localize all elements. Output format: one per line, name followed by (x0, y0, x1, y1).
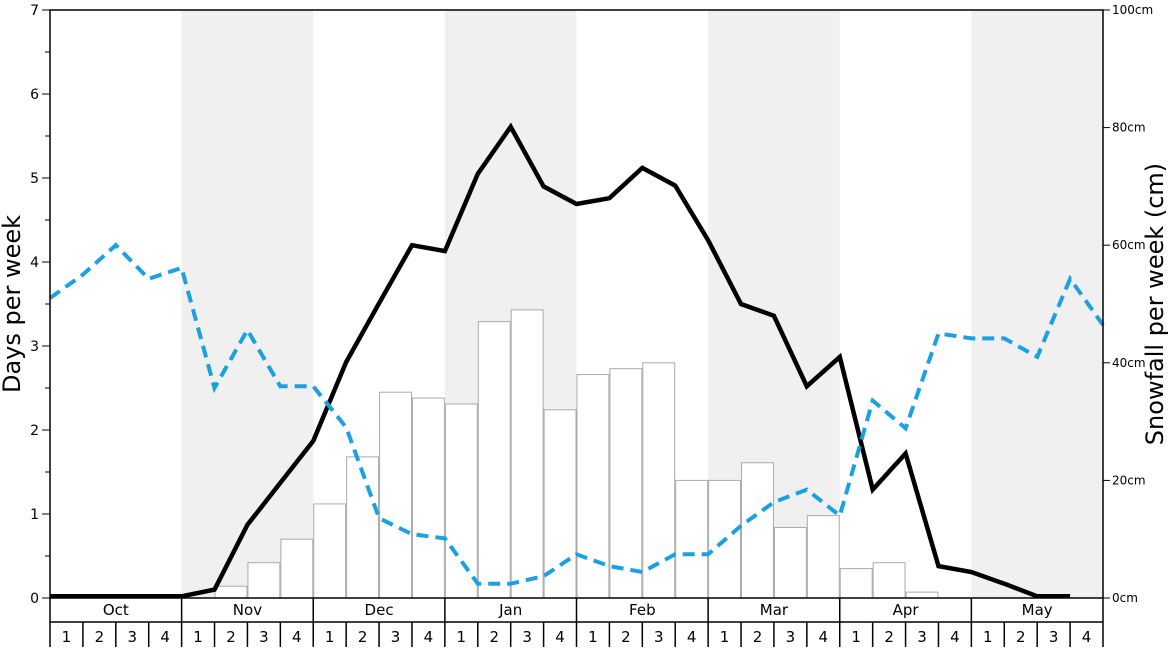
week-label: 1 (851, 628, 861, 646)
week-row: 1 2 3 4 1 2 3 4 1 2 3 4 1 2 3 4 1 2 3 4 1 2 3 4 1 2 3 4 1 2 3 4 (49, 622, 1104, 647)
week-label: 1 (457, 628, 467, 646)
snowfall-bar (642, 362, 676, 599)
month-label: Mar (760, 601, 789, 619)
snowfall-bar (806, 515, 840, 599)
week-label: 1 (62, 628, 72, 646)
y-axis-label: Days per week (0, 215, 26, 393)
left-axis: 0 1 2 3 4 5 6 7 (30, 3, 50, 607)
snowfall-bar (411, 397, 445, 599)
snowfall-bar (346, 456, 380, 599)
month-label: Jan (498, 601, 522, 619)
dashed-line-series (48, 242, 1105, 586)
month-shading (181, 10, 1103, 598)
left-tick-label: 0 (30, 591, 39, 607)
left-tick-label: 3 (30, 339, 39, 355)
left-tick-label: 6 (30, 87, 39, 103)
snowfall-bar (510, 309, 544, 599)
snowfall-bar (576, 374, 610, 599)
week-label: 3 (127, 628, 137, 646)
snowfall-bar (675, 479, 709, 599)
week-label: 4 (160, 628, 170, 646)
week-label: 4 (424, 628, 434, 646)
week-label: 2 (1016, 628, 1026, 646)
left-tick-label: 2 (30, 423, 39, 439)
week-label: 2 (95, 628, 105, 646)
week-label: 2 (226, 628, 236, 646)
week-label: 3 (1049, 628, 1059, 646)
snowfall-bar (543, 409, 577, 599)
snowfall-bar (839, 568, 873, 599)
month-label: Dec (365, 601, 394, 619)
snowfall-bar (444, 403, 478, 599)
month-shade-nov (181, 10, 314, 598)
week-label: 1 (325, 628, 335, 646)
left-tick-label: 4 (30, 255, 39, 271)
snowfall-bar (313, 503, 347, 599)
week-label: 2 (489, 628, 499, 646)
snowfall-bar (609, 368, 643, 599)
snowfall-bar (379, 391, 412, 599)
snowfall-bar (773, 526, 807, 599)
snowfall-bar (280, 538, 314, 599)
right-tick-label: 40cm (1112, 356, 1146, 370)
week-label: 2 (358, 628, 368, 646)
month-row: Oct Nov Dec Jan Feb Mar Apr May (49, 598, 1104, 623)
week-label: 1 (588, 628, 598, 646)
right-axis: 0cm 20cm 40cm 60cm 80cm 100cm (1103, 3, 1153, 605)
snowfall-bar (741, 462, 774, 599)
month-label: Nov (233, 601, 262, 619)
week-label: 1 (193, 628, 203, 646)
week-label: 3 (391, 628, 401, 646)
week-label: 1 (720, 628, 730, 646)
week-label: 3 (917, 628, 927, 646)
week-label: 3 (654, 628, 664, 646)
left-tick-label: 1 (30, 507, 39, 523)
week-label: 3 (786, 628, 796, 646)
week-label: 4 (950, 628, 960, 646)
series-lines (48, 122, 1105, 599)
snowfall-bar (247, 562, 281, 599)
right-tick-label: 20cm (1112, 473, 1146, 487)
snowfall-bar (477, 321, 511, 599)
solid-line-series (50, 122, 1071, 599)
week-label: 1 (983, 628, 993, 646)
right-tick-label: 60cm (1112, 238, 1146, 252)
month-label: Apr (893, 601, 920, 619)
week-label: 2 (621, 628, 631, 646)
month-shade-may (971, 10, 1103, 598)
left-tick-label: 5 (30, 171, 39, 187)
right-tick-label: 0cm (1112, 591, 1138, 605)
month-label: Feb (629, 601, 656, 619)
week-label: 3 (522, 628, 532, 646)
week-label: 2 (884, 628, 894, 646)
right-tick-label: 80cm (1112, 121, 1146, 135)
y2-axis-label: Snowfall per week (cm) (1141, 163, 1168, 445)
left-tick-label: 7 (30, 3, 39, 19)
snowfall-bars (214, 309, 939, 599)
snowfall-bar (872, 562, 906, 599)
month-label: Oct (103, 601, 129, 619)
week-label: 3 (259, 628, 269, 646)
right-tick-label: 100cm (1112, 3, 1153, 17)
week-label: 4 (555, 628, 565, 646)
snowfall-bar (214, 585, 248, 599)
snowfall-bar (905, 591, 939, 599)
week-label: 4 (1082, 628, 1092, 646)
week-label: 4 (292, 628, 302, 646)
week-label: 4 (687, 628, 697, 646)
month-label: May (1022, 601, 1053, 619)
week-label: 2 (753, 628, 763, 646)
week-label: 4 (819, 628, 829, 646)
